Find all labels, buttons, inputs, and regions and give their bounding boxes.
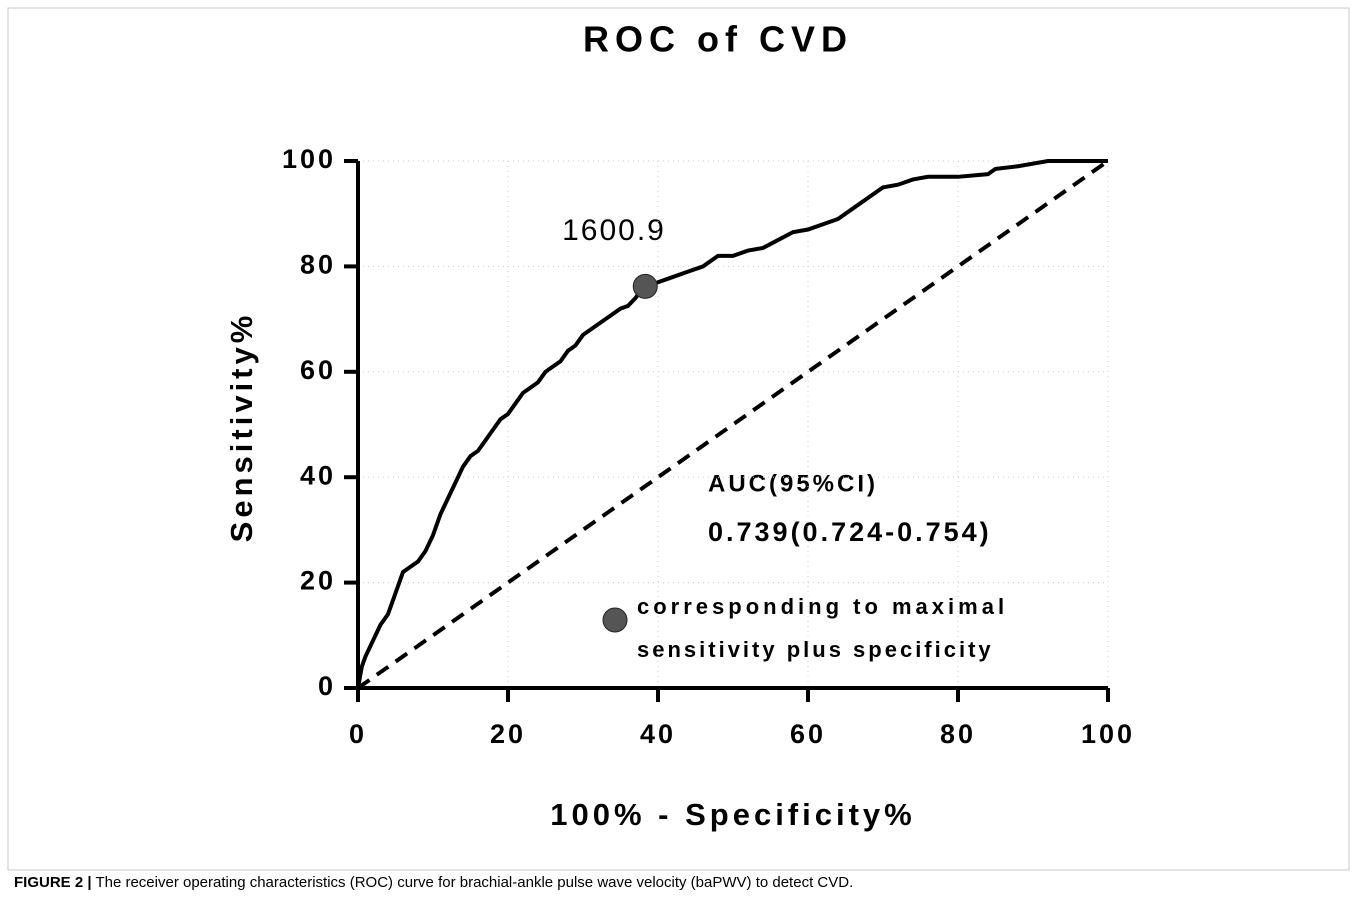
chart-title: ROC of CVD	[583, 19, 853, 60]
cutoff-point	[632, 273, 658, 299]
annotation: AUC(95%CI)	[708, 470, 878, 497]
x-tick-label: 100	[1081, 719, 1135, 749]
legend-text: sensitivity plus specificity	[637, 637, 994, 662]
y-tick-label: 60	[300, 355, 336, 385]
y-tick-label: 0	[318, 671, 336, 701]
x-tick-label: 60	[790, 719, 826, 749]
y-tick-label: 20	[300, 566, 336, 596]
caption-text: The receiver operating characteristics (…	[95, 874, 853, 891]
caption: FIGURE 2 | The receiver operating charac…	[14, 874, 853, 891]
y-axis-label: Sensitivity%	[224, 312, 259, 543]
y-tick-label: 80	[300, 250, 336, 280]
x-tick-label: 80	[940, 719, 976, 749]
x-tick-label: 20	[490, 719, 526, 749]
x-tick-label: 0	[349, 719, 367, 749]
series-line	[356, 159, 1108, 689]
cutoff-label: 1600.9	[562, 214, 666, 247]
x-tick-label: 40	[640, 719, 676, 749]
frame	[7, 7, 1350, 871]
caption-label: FIGURE 2 |	[14, 874, 92, 891]
x-axis-label: 100% - Specificity%	[550, 797, 915, 832]
series-line	[356, 159, 1110, 690]
annotation: 0.739(0.724-0.754)	[708, 517, 992, 547]
legend-marker	[602, 607, 628, 633]
legend-text: corresponding to maximal	[637, 594, 1008, 619]
y-tick-label: 100	[282, 144, 336, 174]
y-tick-label: 40	[300, 460, 336, 490]
